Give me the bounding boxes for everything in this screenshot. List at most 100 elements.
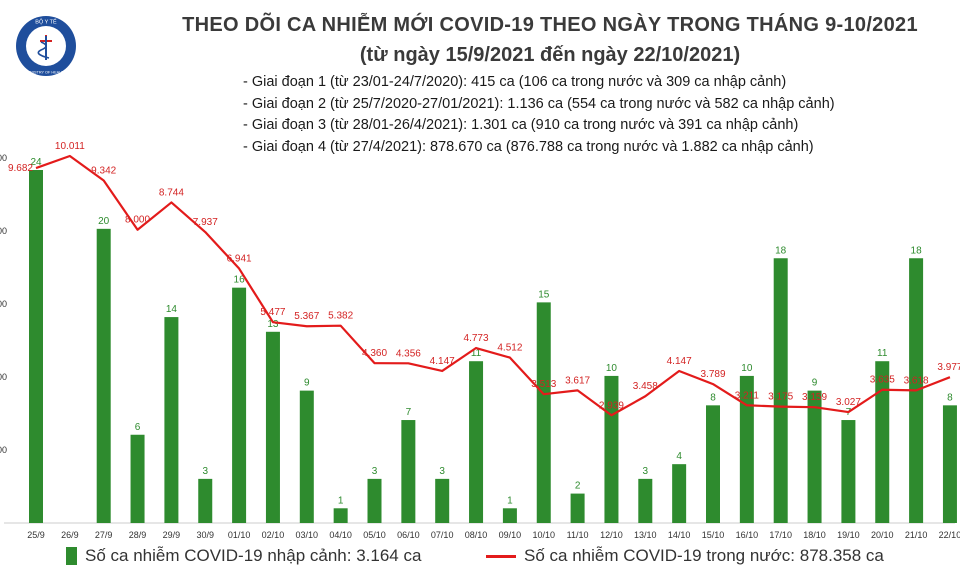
line-value-label: 4.356	[396, 348, 421, 359]
x-tick-label: 25/9	[27, 530, 45, 540]
bar-value-label: 7	[406, 407, 412, 418]
bar-value-label: 3	[202, 466, 208, 477]
line-value-label: 3.159	[802, 392, 827, 403]
x-tick-label: 01/10	[228, 530, 251, 540]
bar-value-label: 2	[575, 481, 581, 492]
line-value-label: 6.941	[227, 254, 252, 265]
legend-bars-label: Số ca nhiễm COVID-19 nhập cảnh: 3.164 ca	[85, 546, 422, 565]
line-value-label: 3.211	[735, 390, 760, 401]
bar-value-label: 8	[947, 392, 953, 403]
bar	[875, 361, 890, 523]
x-tick-label: 21/10	[905, 530, 928, 540]
line-value-label: 10.011	[55, 141, 85, 152]
bar	[198, 478, 213, 523]
line-value-label: 8.744	[159, 187, 184, 198]
bar-value-label: 3	[439, 466, 445, 477]
bar-value-label: 18	[775, 245, 787, 256]
legend-line-swatch	[486, 554, 516, 558]
x-tick-label: 28/9	[129, 530, 147, 540]
y-tick-label: 000	[0, 153, 7, 163]
svg-text:BỘ Y TẾ: BỘ Y TẾ	[35, 19, 57, 26]
line-value-label: 4.512	[497, 343, 522, 354]
bar-value-label: 9	[304, 378, 310, 389]
line-value-label: 3.977	[937, 362, 960, 373]
bar	[232, 287, 247, 523]
x-tick-label: 06/10	[397, 530, 420, 540]
bar	[299, 390, 314, 523]
bar-value-label: 1	[338, 495, 344, 506]
bar-value-label: 15	[538, 289, 550, 300]
line-value-label: 3.789	[700, 369, 725, 380]
line-value-label: 4.360	[362, 348, 387, 359]
line-value-label: 3.618	[904, 375, 929, 386]
bar	[435, 478, 450, 523]
bar-value-label: 16	[234, 275, 246, 286]
chart-subtitle: (từ ngày 15/9/2021 đến ngày 22/10/2021)	[359, 44, 741, 66]
y-tick-label: 000	[0, 445, 7, 455]
x-tick-label: 05/10	[363, 530, 386, 540]
line-value-label: 4.147	[430, 356, 455, 367]
x-tick-label: 15/10	[702, 530, 725, 540]
svg-text:MINISTRY OF HEALTH: MINISTRY OF HEALTH	[26, 71, 66, 75]
chart-title: THEO DÕI CA NHIỄM MỚI COVID-19 THEO NGÀY…	[182, 14, 918, 36]
line-value-label: 9.682	[8, 163, 33, 174]
line-value-label: 8.000	[125, 215, 150, 226]
bar-value-label: 3	[372, 466, 378, 477]
line-value-label: 2.939	[599, 400, 624, 411]
x-tick-label: 19/10	[837, 530, 860, 540]
bar	[164, 317, 179, 523]
x-tick-label: 20/10	[871, 530, 894, 540]
ministry-of-health-logo: BỘ Y TẾ MINISTRY OF HEALTH	[16, 16, 76, 76]
bar-value-label: 9	[812, 378, 818, 389]
bar-value-label: 4	[676, 451, 682, 462]
x-tick-label: 04/10	[329, 530, 352, 540]
x-tick-label: 22/10	[939, 530, 960, 540]
x-tick-label: 12/10	[600, 530, 623, 540]
x-tick-label: 10/10	[532, 530, 555, 540]
line-value-label: 9.342	[91, 166, 116, 177]
bar-value-label: 8	[710, 392, 716, 403]
bar	[672, 464, 687, 523]
line-value-label: 3.027	[836, 397, 861, 408]
bar-value-label: 1	[507, 495, 513, 506]
bar-value-label: 14	[166, 304, 178, 315]
bar	[706, 405, 720, 523]
x-tick-label: 07/10	[431, 530, 454, 540]
legend: Số ca nhiễm COVID-19 nhập cảnh: 3.164 ca…	[66, 546, 956, 572]
bar	[773, 258, 788, 523]
line-value-label: 3.635	[870, 375, 895, 386]
bar	[570, 493, 585, 523]
line-value-label: 4.773	[464, 333, 489, 344]
bar	[604, 375, 619, 523]
bar	[841, 420, 856, 523]
note-line: - Giai đoạn 1 (từ 23/01-24/7/2020): 415 …	[243, 74, 787, 90]
x-tick-label: 13/10	[634, 530, 657, 540]
bar	[265, 331, 280, 523]
note-line: - Giai đoạn 4 (từ 27/4/2021): 878.670 ca…	[243, 138, 814, 155]
bar-value-label: 24	[30, 157, 42, 168]
bar	[807, 390, 822, 523]
bar	[96, 228, 111, 524]
bar	[333, 508, 348, 523]
bar	[469, 361, 484, 523]
notes-block: - Giai đoạn 1 (từ 23/01-24/7/2020): 415 …	[243, 72, 835, 158]
line-value-label: 5.477	[260, 307, 285, 318]
legend-bar-swatch	[66, 547, 77, 565]
legend-item-bars: Số ca nhiễm COVID-19 nhập cảnh: 3.164 ca	[66, 546, 421, 566]
x-tick-label: 08/10	[465, 530, 488, 540]
x-tick-label: 03/10	[296, 530, 319, 540]
x-tick-label: 29/9	[163, 530, 181, 540]
bar	[130, 434, 145, 523]
x-tick-label: 14/10	[668, 530, 691, 540]
x-tick-label: 17/10	[769, 530, 792, 540]
line-value-label: 4.147	[667, 356, 692, 367]
line-value-label: 3.175	[768, 392, 793, 403]
line-value-label: 5.382	[328, 311, 353, 322]
bar	[367, 478, 382, 523]
x-tick-label: 18/10	[803, 530, 826, 540]
x-tick-label: 16/10	[736, 530, 759, 540]
line-value-label: 3.617	[565, 375, 590, 386]
y-tick-label: 000	[0, 372, 7, 382]
bar-value-label: 6	[135, 422, 141, 433]
